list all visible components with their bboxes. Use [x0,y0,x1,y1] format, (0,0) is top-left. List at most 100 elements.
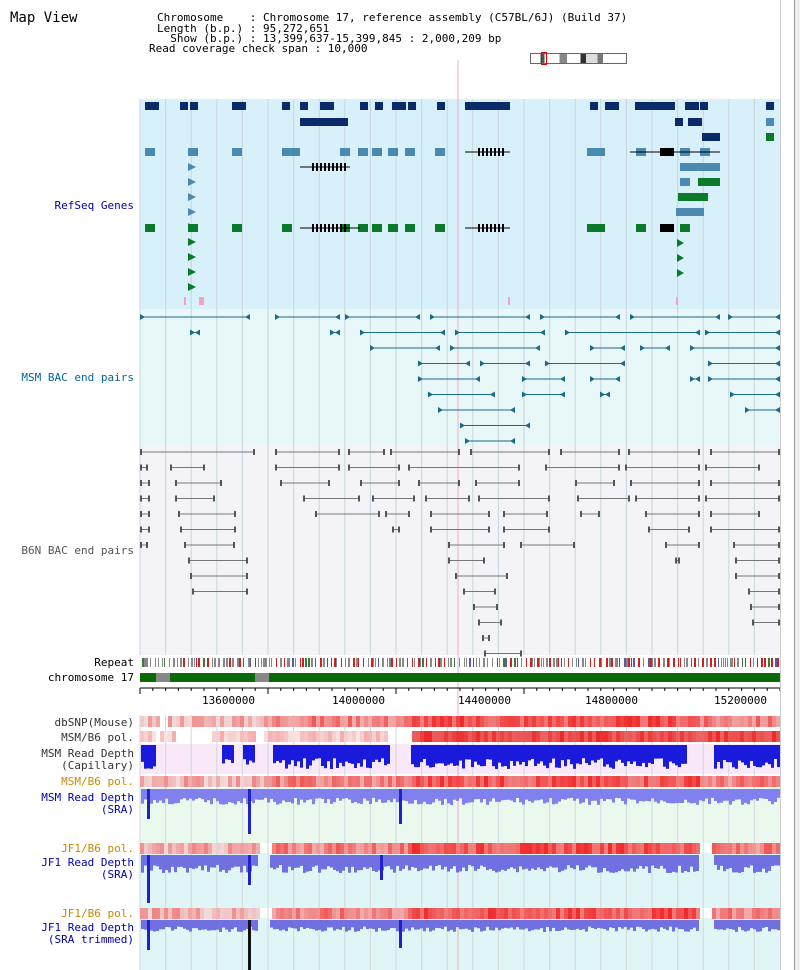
polymorphism-cell [468,716,472,727]
polymorphism-cell [176,776,180,787]
read-depth-bar [219,855,222,872]
read-depth-bar [153,789,156,801]
b6n-bac-end [688,526,690,533]
polymorphism-cell [584,731,588,742]
read-depth-bar [615,855,618,873]
read-depth-bar [312,789,315,805]
read-depth-bar [297,920,300,932]
read-depth-bar [468,745,471,760]
read-depth-bar [540,745,543,762]
polymorphism-cell [240,776,244,787]
read-depth-bar [375,789,378,802]
polymorphism-cell [460,843,464,854]
vertical-scrollbar[interactable] [794,0,800,970]
repeat-element [483,658,485,667]
polymorphism-cell [764,716,768,727]
polymorphism-cell [220,716,224,727]
msm-bac-end [590,376,595,382]
msm-bac-end [728,314,733,320]
polymorphism-cell [716,908,720,919]
read-depth-bar [390,789,393,803]
repeat-element [510,658,512,667]
polymorphism-cell [544,908,548,919]
read-depth-bar [333,855,336,870]
b6n-bac-end [705,495,707,502]
polymorphism-cell [740,908,744,919]
repeat-element [382,658,384,667]
repeat-element [556,658,558,667]
polymorphism-cell [256,716,260,727]
b6n-bac-end [503,526,505,533]
polymorphism-cell [512,843,516,854]
polymorphism-cell [148,731,152,742]
b6n-bac-end [482,635,484,641]
read-depth-bar [360,855,363,871]
read-depth-bar [279,855,282,866]
msm-bac-end [590,345,595,351]
gene-exon [494,224,496,232]
repeat-element [164,658,165,667]
polymorphism-cell [364,776,368,787]
polymorphism-cell [472,731,476,742]
msm-bac-label: MSM BAC end pairs [21,371,134,384]
msm-read-cap-label: MSM Read Depth [41,747,134,760]
polymorphism-cell [648,776,652,787]
repeat-element [396,658,397,667]
read-depth-bar [213,789,216,799]
polymorphism-cell [424,716,428,727]
repeat-element [626,658,628,667]
repeat-element [503,658,505,667]
polymorphism-cell [592,716,596,727]
polymorphism-cell [644,843,648,854]
read-depth-bar [453,789,456,800]
msm-bac-end [695,376,700,382]
read-depth-bar [759,745,762,768]
polymorphism-cell [368,908,372,919]
polymorphism-cell [228,731,232,742]
read-depth-bar [294,855,297,868]
b6n-bac-end [545,464,547,471]
read-depth-bar [774,789,777,802]
polymorphism-cell [504,716,508,727]
polymorphism-cell [208,716,212,727]
chromosome-ideogram[interactable] [530,52,627,65]
read-depth-bar [372,855,375,871]
read-depth-bar [717,855,720,870]
polymorphism-cell [548,843,552,854]
gene-feature [320,102,334,110]
read-depth-bar [684,745,687,764]
gene-arrow [188,163,196,171]
polymorphism-cell [452,843,456,854]
polymorphism-cell [660,843,664,854]
polymorphism-cell [248,908,252,919]
polymorphism-cell [144,843,148,854]
polymorphism-cell [664,843,668,854]
read-depth-bar [531,920,534,931]
read-depth-bar [558,745,561,768]
read-depth-bar [456,855,459,873]
polymorphism-cell [324,908,328,919]
read-depth-bar [372,745,375,762]
read-depth-bar [681,745,684,764]
polymorphism-cell [200,776,204,787]
read-depth-bar [417,855,420,872]
polymorphism-cell [756,843,760,854]
read-depth-bar [369,855,372,868]
read-depth-bar [444,920,447,927]
polymorphism-cell [560,731,564,742]
b6n-bac-end [408,464,410,471]
polymorphism-cell [540,776,544,787]
polymorphism-cell [452,908,456,919]
repeat-element [473,658,474,667]
read-depth-bar [420,789,423,804]
polymorphism-cell [256,776,260,787]
read-depth-bar [411,745,414,765]
polymorphism-cell [384,776,388,787]
polymorphism-cell [620,776,624,787]
read-depth-bar [750,789,753,801]
read-depth-bar [762,920,765,928]
polymorphism-cell [488,731,492,742]
polymorphism-cell [360,776,364,787]
polymorphism-cell [504,908,508,919]
